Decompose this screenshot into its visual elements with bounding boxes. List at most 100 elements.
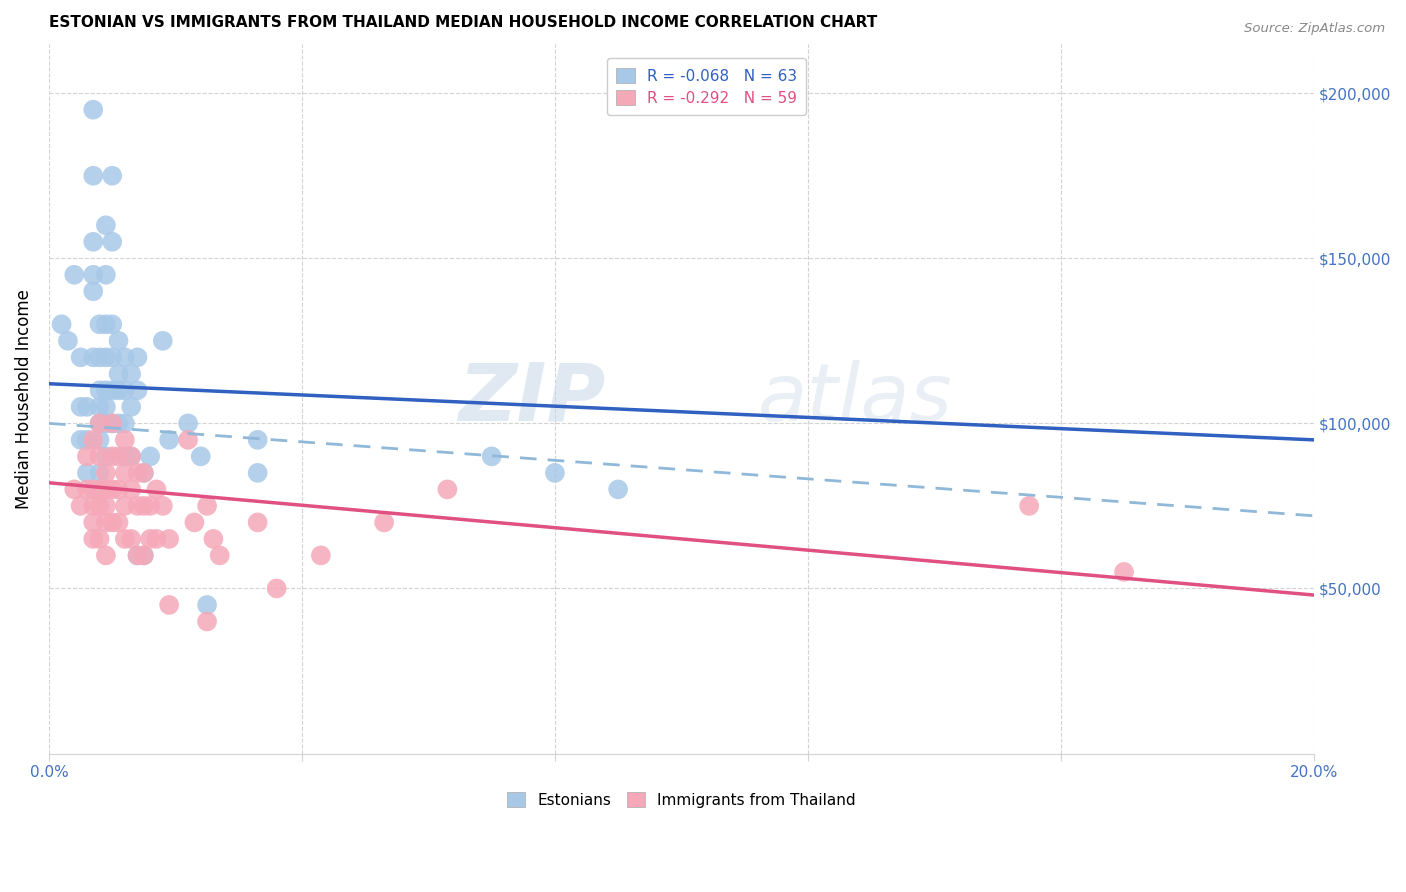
Point bbox=[76, 450, 98, 464]
Point bbox=[195, 598, 218, 612]
Point bbox=[127, 549, 149, 563]
Point bbox=[89, 433, 111, 447]
Point bbox=[132, 499, 155, 513]
Point bbox=[63, 268, 86, 282]
Point bbox=[139, 499, 162, 513]
Point bbox=[145, 483, 167, 497]
Point bbox=[82, 103, 104, 117]
Point bbox=[107, 483, 129, 497]
Point bbox=[127, 499, 149, 513]
Point bbox=[607, 483, 630, 497]
Point bbox=[101, 483, 124, 497]
Point bbox=[63, 483, 86, 497]
Point bbox=[101, 516, 124, 530]
Point bbox=[94, 499, 117, 513]
Point bbox=[94, 483, 117, 497]
Point bbox=[69, 433, 91, 447]
Point bbox=[107, 450, 129, 464]
Point bbox=[89, 417, 111, 431]
Point bbox=[436, 483, 458, 497]
Point bbox=[89, 400, 111, 414]
Y-axis label: Median Household Income: Median Household Income bbox=[15, 289, 32, 508]
Point bbox=[82, 169, 104, 183]
Point bbox=[76, 483, 98, 497]
Point bbox=[114, 466, 136, 480]
Point bbox=[107, 367, 129, 381]
Point bbox=[101, 417, 124, 431]
Point bbox=[132, 466, 155, 480]
Point bbox=[101, 169, 124, 183]
Point bbox=[89, 450, 111, 464]
Point bbox=[89, 499, 111, 513]
Point bbox=[120, 483, 142, 497]
Point bbox=[94, 351, 117, 365]
Point bbox=[145, 532, 167, 546]
Point bbox=[51, 318, 73, 332]
Point bbox=[101, 450, 124, 464]
Point bbox=[89, 351, 111, 365]
Point bbox=[120, 367, 142, 381]
Point bbox=[132, 466, 155, 480]
Point bbox=[82, 235, 104, 249]
Text: ESTONIAN VS IMMIGRANTS FROM THAILAND MEDIAN HOUSEHOLD INCOME CORRELATION CHART: ESTONIAN VS IMMIGRANTS FROM THAILAND MED… bbox=[49, 15, 877, 30]
Point bbox=[114, 351, 136, 365]
Point bbox=[157, 532, 180, 546]
Point bbox=[101, 318, 124, 332]
Point bbox=[82, 268, 104, 282]
Point bbox=[69, 351, 91, 365]
Point bbox=[107, 417, 129, 431]
Point bbox=[190, 450, 212, 464]
Point bbox=[132, 549, 155, 563]
Point bbox=[139, 532, 162, 546]
Point bbox=[94, 268, 117, 282]
Point bbox=[94, 450, 117, 464]
Point bbox=[94, 466, 117, 480]
Point bbox=[114, 532, 136, 546]
Point bbox=[89, 417, 111, 431]
Point bbox=[101, 351, 124, 365]
Point bbox=[157, 598, 180, 612]
Point bbox=[114, 433, 136, 447]
Point bbox=[89, 318, 111, 332]
Point bbox=[76, 400, 98, 414]
Point bbox=[120, 450, 142, 464]
Point bbox=[481, 450, 503, 464]
Point bbox=[1018, 499, 1040, 513]
Point bbox=[132, 549, 155, 563]
Point bbox=[107, 384, 129, 398]
Point bbox=[139, 450, 162, 464]
Point bbox=[177, 417, 200, 431]
Point bbox=[76, 466, 98, 480]
Point bbox=[89, 466, 111, 480]
Point bbox=[127, 549, 149, 563]
Point bbox=[82, 532, 104, 546]
Point bbox=[89, 384, 111, 398]
Point bbox=[120, 532, 142, 546]
Point bbox=[114, 450, 136, 464]
Point bbox=[76, 433, 98, 447]
Point bbox=[152, 499, 174, 513]
Point bbox=[101, 417, 124, 431]
Point bbox=[120, 400, 142, 414]
Point bbox=[195, 615, 218, 629]
Point bbox=[544, 466, 567, 480]
Point bbox=[56, 334, 79, 348]
Point bbox=[82, 433, 104, 447]
Point bbox=[114, 417, 136, 431]
Point bbox=[114, 499, 136, 513]
Point bbox=[107, 334, 129, 348]
Point bbox=[82, 499, 104, 513]
Point bbox=[94, 400, 117, 414]
Point bbox=[82, 285, 104, 299]
Point bbox=[94, 417, 117, 431]
Point bbox=[107, 516, 129, 530]
Point bbox=[183, 516, 205, 530]
Point bbox=[266, 582, 288, 596]
Text: ZIP: ZIP bbox=[458, 359, 606, 438]
Point bbox=[195, 499, 218, 513]
Point bbox=[177, 433, 200, 447]
Point bbox=[127, 351, 149, 365]
Point bbox=[120, 450, 142, 464]
Point bbox=[246, 516, 269, 530]
Point bbox=[94, 318, 117, 332]
